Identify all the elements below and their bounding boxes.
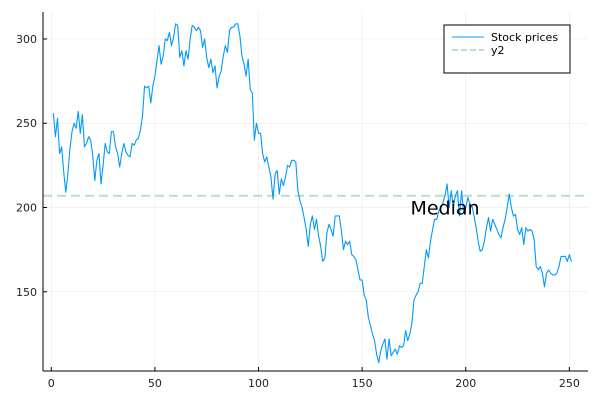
- x-tick-label: 100: [248, 377, 269, 390]
- x-tick-label: 0: [48, 377, 55, 390]
- y-gridlines: [43, 38, 588, 293]
- series-layer: [43, 23, 588, 364]
- x-tick-labels: 0 50 100 150 200 250: [48, 377, 580, 390]
- y-tick-label: 200: [16, 202, 37, 215]
- y-tick-label: 250: [16, 117, 37, 130]
- x-tick-label: 50: [148, 377, 162, 390]
- annotation-layer: Median: [410, 198, 479, 220]
- x-tick-label: 250: [559, 377, 580, 390]
- y-tick-label: 150: [16, 286, 37, 299]
- y-tick-labels: 150 200 250 300: [16, 33, 37, 299]
- y-tick-label: 300: [16, 33, 37, 46]
- x-tick-label: 150: [352, 377, 373, 390]
- legend-box: [443, 24, 571, 74]
- legend-label: Stock prices: [491, 31, 558, 44]
- axes: [42, 12, 588, 372]
- legend-label: y2: [491, 44, 505, 57]
- stock-price-line: [52, 23, 572, 364]
- x-tick-label: 200: [455, 377, 476, 390]
- median-annotation: Median: [410, 198, 479, 220]
